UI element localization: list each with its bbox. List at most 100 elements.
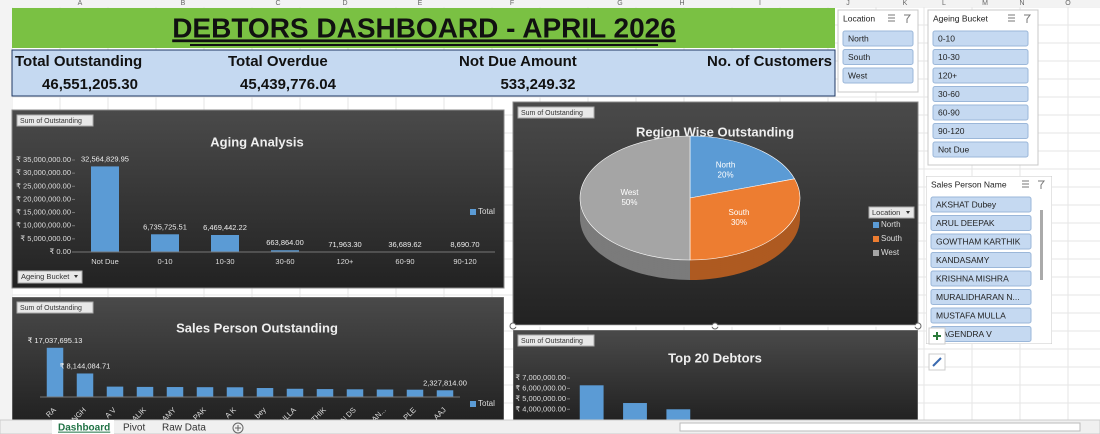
pie-slice	[689, 135, 796, 199]
column-letter: L	[942, 0, 946, 7]
slicer-item[interactable]	[932, 104, 1029, 121]
sheet-tab[interactable]: Pivot	[123, 423, 145, 434]
field-button[interactable]	[16, 114, 94, 127]
slicer-icon[interactable]	[888, 14, 911, 23]
y-tick-label: ₹ 6,000,000.00	[515, 383, 566, 392]
slicer-item[interactable]	[842, 49, 914, 65]
axis-button[interactable]	[17, 270, 83, 284]
x-tick-label: 0-10	[157, 257, 172, 266]
slicer: Location North South West	[837, 9, 919, 93]
legend-label: Total	[478, 399, 495, 408]
chart: Sum of Outstanding Sales Person Outstandi…	[12, 297, 504, 420]
slicer-item[interactable]	[932, 141, 1029, 158]
bar	[211, 234, 239, 252]
slicer-item-label: GOWTHAM KARTHIK	[936, 236, 1021, 246]
title-band	[12, 8, 835, 48]
bar	[376, 389, 394, 397]
field-button-label: Sum of Outstanding	[521, 338, 583, 345]
bar	[623, 403, 647, 420]
slicer-item[interactable]	[930, 252, 1032, 268]
bar	[256, 388, 274, 397]
legend-label: South	[881, 234, 902, 243]
data-label: ₹ 8,144,084.71	[60, 361, 111, 370]
kpi-value: 533,249.32	[500, 76, 575, 93]
kpi-label: Total Outstanding	[15, 53, 142, 70]
field-button[interactable]	[517, 106, 595, 119]
legend-button[interactable]	[868, 206, 915, 219]
x-tick-label: 30-60	[275, 257, 294, 266]
slicer-item[interactable]	[930, 233, 1032, 250]
slicer-item[interactable]	[932, 123, 1029, 139]
slicer-item-label: KANDASAMY	[936, 255, 990, 265]
y-tick-label: ₹ 35,000,000.00	[16, 155, 71, 164]
legend-label: Total	[478, 207, 495, 216]
slicer-item[interactable]	[930, 289, 1032, 305]
slicer-item-label: West	[848, 70, 868, 80]
sheet-tab[interactable]: Raw Data	[162, 423, 206, 434]
kpi-label: Total Overdue	[228, 53, 328, 70]
kpi-label: Not Due Amount	[459, 53, 577, 70]
axis-button-label: Ageing Bucket	[21, 272, 70, 281]
chart-title: Region Wise Outstanding	[636, 124, 794, 139]
chart-title: Sales Person Outstanding	[176, 320, 338, 335]
bar	[271, 250, 299, 252]
column-letter: F	[510, 0, 514, 7]
dropdown-arrow	[906, 211, 910, 214]
slicer-item[interactable]	[842, 30, 914, 47]
field-button-label: Sum of Outstanding	[20, 118, 82, 125]
legend-swatch	[873, 236, 879, 242]
data-label: 663,864.00	[266, 238, 304, 247]
slicer-item[interactable]	[930, 307, 1032, 324]
slicer-item[interactable]	[842, 67, 914, 84]
y-tick-label: ₹ 20,000,000.00	[16, 194, 71, 203]
slice-value: 50%	[621, 198, 637, 207]
slicer-title: Sales Person Name	[931, 179, 1007, 189]
y-tick-label: ₹ 5,000,000.00	[20, 234, 71, 243]
slicer-item[interactable]	[930, 270, 1032, 287]
field-button[interactable]	[517, 334, 595, 347]
slicer-scrollbar	[1040, 210, 1043, 280]
column-letter: I	[759, 0, 761, 7]
slicer: Ageing Bucket 0-10 10-30 120+ 30-60 60-90 90-1…	[927, 9, 1039, 166]
slicer-item[interactable]	[932, 30, 1029, 47]
bar	[46, 347, 64, 397]
bar	[316, 389, 334, 397]
active-tab[interactable]	[52, 420, 114, 434]
slicer-item[interactable]	[930, 196, 1032, 213]
column-header-bar	[0, 0, 1100, 7]
add-sheet-icon	[235, 425, 241, 431]
slicer-item-label: 30-60	[938, 89, 960, 99]
slicer-item[interactable]	[932, 67, 1029, 84]
dashboard-title: DEBTORS DASHBOARD - APRIL 2026	[172, 12, 676, 43]
y-tick-label: ₹ 25,000,000.00	[16, 181, 71, 190]
slicer-item-label: MURALIDHARAN N...	[936, 292, 1020, 302]
slicer-item[interactable]	[930, 215, 1032, 231]
kpi-label: No. of Customers	[707, 53, 832, 70]
bar	[106, 386, 124, 397]
slicer-item-label: NAGENDRA V	[936, 329, 992, 339]
data-label: 8,690.70	[450, 240, 479, 249]
legend-label: North	[881, 220, 901, 229]
data-label: 36,689.62	[388, 240, 421, 249]
field-button[interactable]	[16, 301, 94, 314]
slicer-icon[interactable]	[1022, 180, 1045, 189]
sheet-tab[interactable]: Dashboard	[58, 423, 110, 434]
slicer-item-label: KRISHNA MISHRA	[936, 273, 1009, 283]
slice-label: North	[716, 161, 736, 170]
bar	[151, 234, 179, 252]
y-tick-label: ₹ 30,000,000.00	[16, 168, 71, 177]
add-sheet[interactable]	[232, 422, 244, 434]
row-header-bar	[0, 0, 12, 420]
slicer: Sales Person Name AKSHAT Dubey ARUL DEEPAK…	[926, 176, 1052, 344]
slicer-title: Ageing Bucket	[933, 13, 988, 23]
slicer-item[interactable]	[932, 86, 1029, 102]
slicer-item-label: 10-30	[938, 52, 960, 62]
x-tick-label: 90-120	[453, 257, 476, 266]
data-label: 6,735,725.51	[143, 222, 187, 231]
slicer-item-label: ARUL DEEPAK	[936, 218, 995, 228]
slicer-icon[interactable]	[1008, 14, 1031, 23]
slicer-item[interactable]	[932, 49, 1029, 65]
bar	[436, 390, 454, 397]
slicer-item-label: 120+	[938, 70, 957, 80]
